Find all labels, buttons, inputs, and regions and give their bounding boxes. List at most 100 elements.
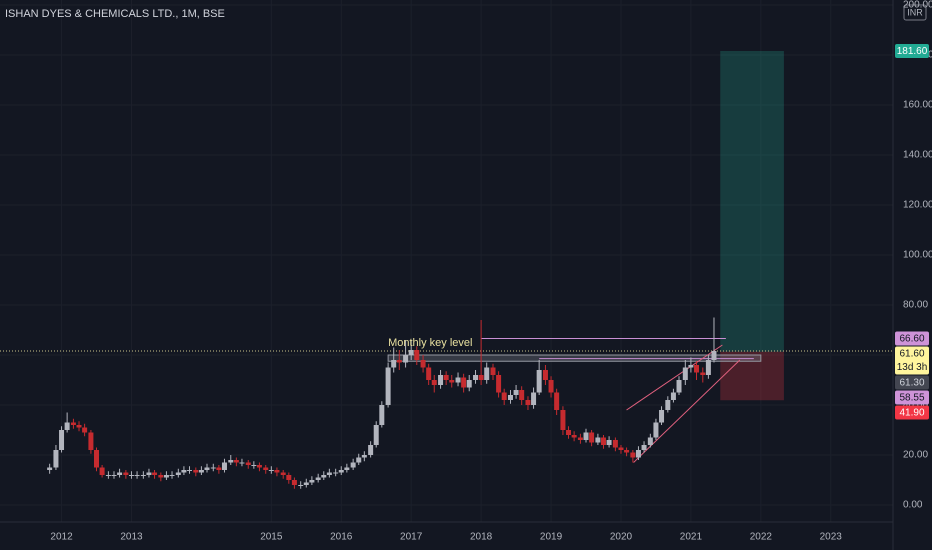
candle-body xyxy=(560,410,566,430)
price-label-bg xyxy=(895,405,929,420)
price-label: 61.60 xyxy=(899,349,924,360)
candle-body xyxy=(333,472,339,474)
candle-body xyxy=(589,432,595,443)
candle-body xyxy=(473,375,479,380)
candle-body xyxy=(571,435,577,438)
candle-body xyxy=(693,365,699,373)
candle-body xyxy=(356,457,362,463)
x-tick-label: 2019 xyxy=(540,532,563,543)
candle-body xyxy=(210,467,216,469)
candle-body xyxy=(99,467,105,475)
price-label-bg xyxy=(895,390,929,405)
candle-body xyxy=(303,482,309,485)
candle-body xyxy=(204,467,210,470)
candle-body xyxy=(496,375,502,393)
candle-body xyxy=(361,455,367,458)
candle-body xyxy=(455,377,461,383)
candle-body xyxy=(682,367,688,380)
trend-line xyxy=(633,359,741,463)
candle-body xyxy=(181,470,187,473)
candle-body xyxy=(140,475,146,476)
x-tick-label: 2022 xyxy=(750,532,773,543)
candle-body xyxy=(379,405,385,425)
candle-body xyxy=(245,462,251,465)
candle-body xyxy=(420,360,426,368)
candle-body xyxy=(274,470,280,473)
candle-body xyxy=(426,367,432,380)
x-tick-label: 2016 xyxy=(330,532,353,543)
candle-body xyxy=(414,350,420,360)
candle-body xyxy=(152,472,158,475)
candle-body xyxy=(309,480,315,483)
candle-body xyxy=(256,465,262,468)
candle-body xyxy=(263,467,269,470)
price-label-bg xyxy=(895,331,929,346)
candle-body xyxy=(64,422,70,430)
price-label: 58.55 xyxy=(899,393,924,404)
candle-body xyxy=(391,360,397,368)
y-tick-label: 120.00 xyxy=(903,200,932,211)
candle-body xyxy=(577,437,583,440)
candle-body xyxy=(461,377,467,388)
candle-body xyxy=(449,380,455,383)
candle-body xyxy=(600,437,606,445)
y-tick-label: 140.00 xyxy=(903,150,932,161)
candle-body xyxy=(175,472,181,475)
countdown-label: 13d 3h xyxy=(897,362,928,373)
candle-body xyxy=(688,365,694,368)
candle-body xyxy=(653,422,659,438)
candle-body xyxy=(606,440,612,445)
price-label: 41.90 xyxy=(899,408,924,419)
candle-body xyxy=(128,475,134,476)
candle-body xyxy=(315,477,321,480)
candle-body xyxy=(443,375,449,380)
candle-body xyxy=(158,475,164,478)
y-tick-label: 80.00 xyxy=(903,300,928,311)
y-tick-label: 20.00 xyxy=(903,450,928,461)
candle-body xyxy=(507,395,513,400)
candle-body xyxy=(117,472,123,475)
currency-badge[interactable] xyxy=(903,4,927,21)
candle-body xyxy=(676,380,682,393)
price-label: 61.30 xyxy=(899,378,924,389)
x-tick-label: 2017 xyxy=(400,532,423,543)
candle-body xyxy=(373,425,379,445)
candle-body xyxy=(624,450,630,453)
candle-body xyxy=(408,350,414,355)
candle-body xyxy=(298,485,304,486)
candle-body xyxy=(146,472,152,475)
price-label: 66.60 xyxy=(899,334,924,345)
candle-body xyxy=(169,475,175,476)
candle-body xyxy=(105,475,111,476)
candle-body xyxy=(700,372,706,375)
candle-body xyxy=(525,400,531,405)
candle-body xyxy=(123,472,129,475)
candle-body xyxy=(478,375,484,380)
candle-body xyxy=(484,367,490,380)
candle-body xyxy=(665,400,671,410)
candle-body xyxy=(554,392,560,410)
candle-body xyxy=(47,467,53,470)
currency-label: INR xyxy=(907,7,923,17)
candle-body xyxy=(221,462,227,470)
candle-body xyxy=(70,422,76,425)
candle-body xyxy=(321,475,327,478)
price-label-bg xyxy=(895,44,929,58)
candle-body xyxy=(490,367,496,375)
candle-body xyxy=(280,472,286,475)
candle-body xyxy=(595,437,601,443)
candle-body xyxy=(385,367,391,405)
chart-title: ISHAN DYES & CHEMICALS LTD., 1M, BSE xyxy=(5,8,225,20)
target-zone xyxy=(720,51,784,352)
candle-body xyxy=(641,445,647,450)
candle-body xyxy=(233,460,239,463)
candle-body xyxy=(542,370,548,380)
candle-body xyxy=(705,360,711,375)
x-tick-label: 2020 xyxy=(610,532,633,543)
candle-body xyxy=(501,392,507,400)
candle-body xyxy=(338,470,344,473)
candle-body xyxy=(326,472,332,475)
candle-body xyxy=(251,465,257,466)
